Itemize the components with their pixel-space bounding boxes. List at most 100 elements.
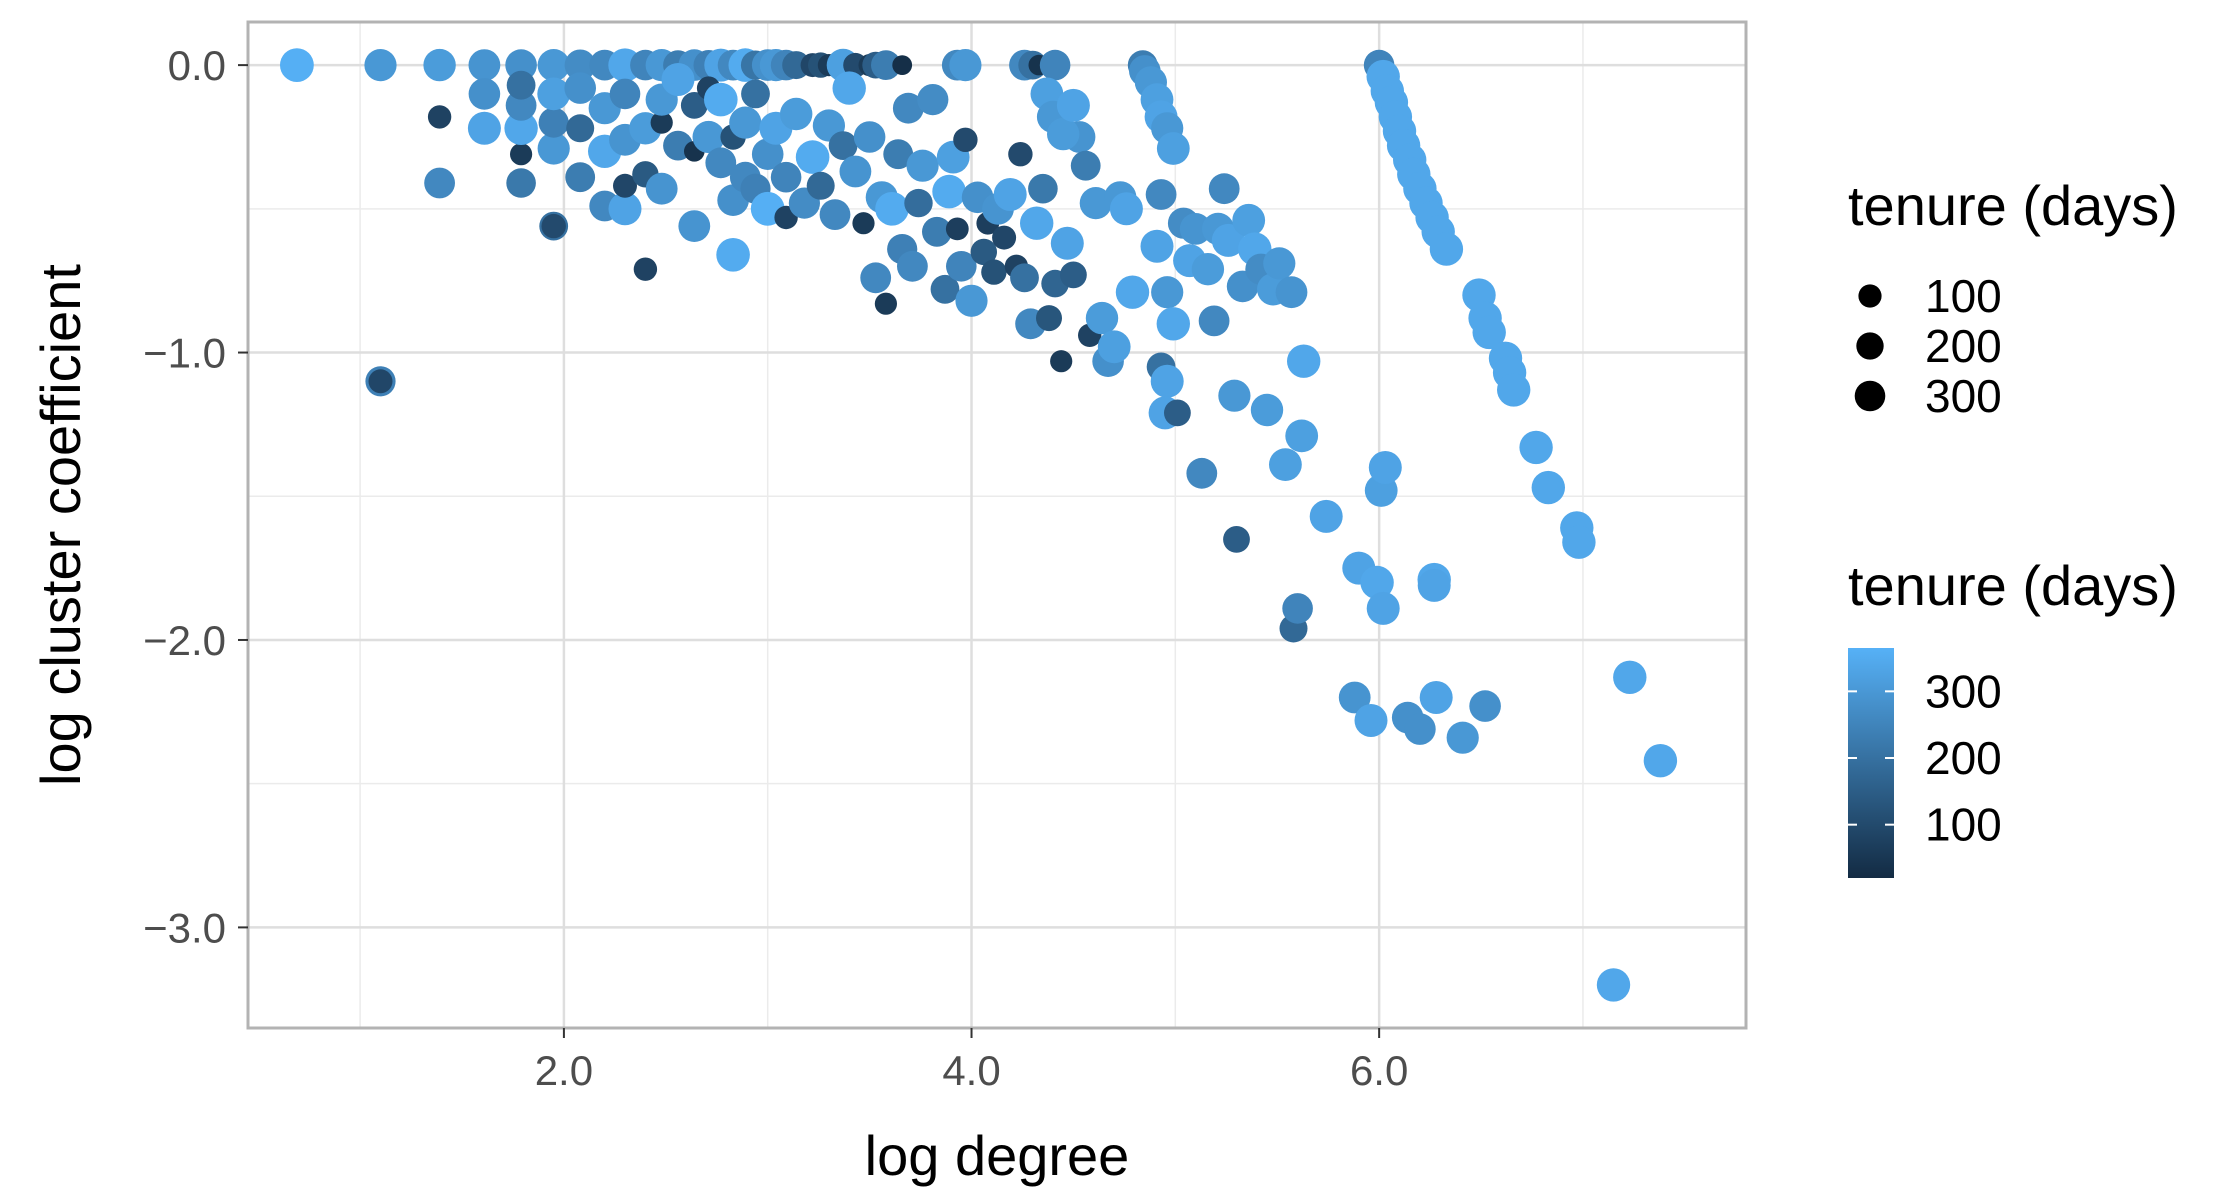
data-point bbox=[1028, 173, 1058, 204]
data-point bbox=[1596, 968, 1631, 1002]
data-point bbox=[608, 192, 642, 226]
data-point bbox=[1056, 88, 1090, 122]
data-point bbox=[1050, 350, 1073, 373]
size-legend-title: tenure (days) bbox=[1848, 174, 2178, 237]
size-legend-key bbox=[1854, 380, 1886, 412]
color-legend-keys: 300 200 100 bbox=[1848, 665, 2002, 851]
y-tick-label: 0.0 bbox=[168, 42, 226, 89]
data-point bbox=[538, 107, 569, 138]
data-point bbox=[504, 111, 538, 145]
plot-panel-border bbox=[246, 20, 1748, 1030]
data-point bbox=[1010, 263, 1039, 293]
data-point bbox=[506, 70, 536, 100]
data-point bbox=[1079, 187, 1112, 220]
data-point bbox=[509, 143, 533, 166]
data-point bbox=[1282, 593, 1313, 624]
plot-grid bbox=[248, 22, 1746, 1028]
size-legend-label: 100 bbox=[1925, 270, 2002, 322]
data-point bbox=[1472, 315, 1506, 350]
data-point bbox=[1419, 681, 1453, 714]
data-point bbox=[930, 274, 960, 304]
data-point bbox=[280, 48, 314, 82]
data-point bbox=[1115, 275, 1150, 309]
data-point bbox=[1198, 305, 1230, 337]
data-point bbox=[770, 161, 802, 193]
data-point bbox=[897, 250, 928, 282]
data-point bbox=[1019, 206, 1054, 240]
data-point bbox=[922, 216, 952, 247]
data-point bbox=[1211, 223, 1245, 257]
data-point bbox=[970, 238, 997, 266]
data-point bbox=[1275, 276, 1308, 309]
data-point bbox=[1338, 681, 1371, 714]
data-point bbox=[1368, 451, 1402, 484]
data-point bbox=[505, 90, 537, 121]
data-point bbox=[1109, 192, 1143, 226]
data-point bbox=[1151, 276, 1184, 309]
data-point bbox=[537, 49, 570, 82]
color-legend-label: 300 bbox=[1925, 665, 2002, 717]
data-point bbox=[1285, 419, 1319, 453]
data-point bbox=[1156, 132, 1190, 165]
x-tick-label: 2.0 bbox=[535, 1047, 593, 1094]
data-point bbox=[819, 199, 851, 231]
data-point bbox=[1050, 226, 1084, 260]
color-legend-title: tenure (days) bbox=[1848, 554, 2178, 617]
data-point bbox=[1156, 307, 1191, 341]
data-point bbox=[917, 84, 949, 116]
data-point bbox=[609, 78, 641, 110]
data-point bbox=[1085, 301, 1119, 335]
x-tick-label: 4.0 bbox=[942, 1047, 1000, 1094]
data-point bbox=[1218, 379, 1251, 412]
data-point bbox=[1140, 229, 1174, 263]
data-point bbox=[705, 147, 737, 179]
data-point bbox=[1250, 393, 1284, 427]
data-point bbox=[564, 49, 596, 81]
data-point bbox=[704, 82, 738, 117]
data-point bbox=[1164, 399, 1191, 427]
data-point bbox=[1531, 470, 1566, 505]
data-point bbox=[1366, 591, 1400, 625]
data-point bbox=[1519, 430, 1553, 465]
data-point bbox=[1179, 213, 1212, 245]
data-point bbox=[505, 49, 537, 81]
y-tick-label: −1.0 bbox=[143, 330, 226, 377]
x-tick-label: 6.0 bbox=[1350, 1047, 1408, 1094]
data-point bbox=[1008, 142, 1033, 167]
data-point bbox=[875, 192, 909, 226]
data-point bbox=[992, 225, 1017, 250]
data-point bbox=[650, 111, 673, 134]
data-point bbox=[729, 106, 762, 139]
data-point bbox=[1191, 253, 1225, 286]
data-point bbox=[566, 114, 595, 143]
data-point bbox=[953, 127, 978, 152]
data-point bbox=[565, 162, 596, 193]
data-point bbox=[949, 49, 982, 82]
data-point bbox=[806, 171, 835, 200]
data-point bbox=[1469, 690, 1501, 722]
data-point bbox=[828, 131, 858, 161]
data-point bbox=[955, 284, 988, 317]
data-point bbox=[839, 155, 872, 188]
data-point bbox=[904, 188, 933, 218]
data-point bbox=[1036, 305, 1062, 332]
y-axis-ticks: 0.0 −1.0 −2.0 −3.0 bbox=[143, 42, 248, 951]
data-point bbox=[680, 92, 708, 119]
data-point bbox=[883, 139, 914, 170]
data-point bbox=[506, 168, 536, 198]
data-point bbox=[1060, 261, 1087, 289]
data-point bbox=[564, 72, 596, 104]
data-point bbox=[427, 105, 452, 129]
y-axis-title: log cluster coefficient bbox=[29, 264, 92, 786]
data-point bbox=[1070, 150, 1101, 181]
data-point bbox=[945, 217, 969, 241]
size-legend-label: 300 bbox=[1925, 370, 2002, 422]
data-point bbox=[424, 167, 455, 199]
size-legend-label: 200 bbox=[1925, 320, 2002, 372]
data-point bbox=[874, 292, 898, 315]
x-axis-title: log degree bbox=[865, 1124, 1130, 1187]
data-point bbox=[423, 48, 456, 82]
data-point bbox=[613, 173, 637, 198]
data-point bbox=[853, 121, 886, 153]
